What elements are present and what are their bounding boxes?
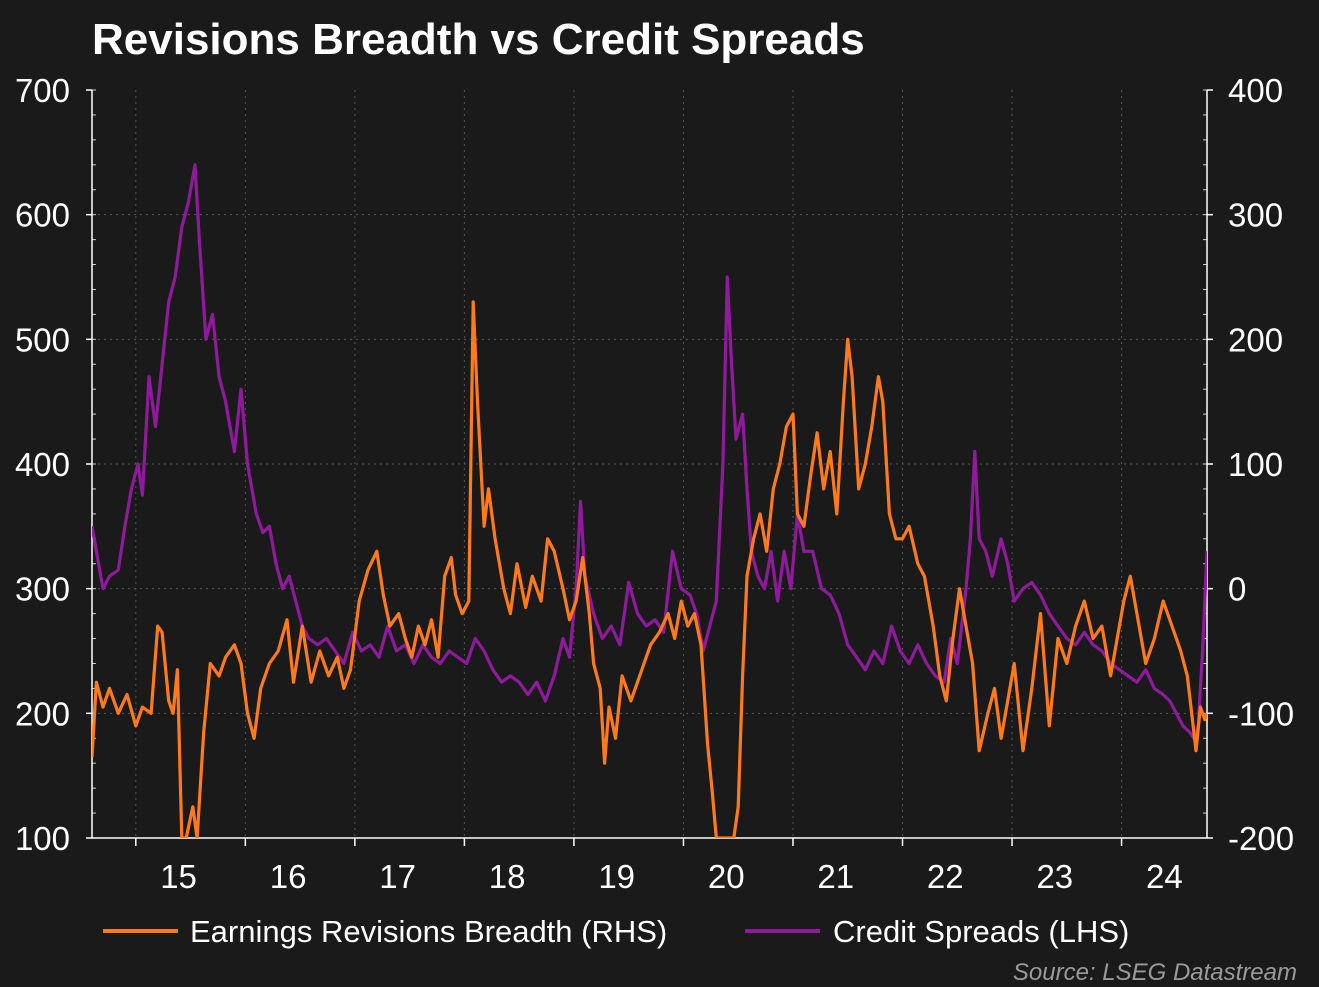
x-tick-label: 24 (1146, 858, 1183, 895)
x-tick-label: 17 (379, 858, 416, 895)
x-tick-label: 15 (160, 858, 197, 895)
y-left-tick-label: 100 (15, 820, 70, 857)
y-left-tick-label: 600 (15, 197, 70, 234)
y-right-tick-label: -100 (1228, 695, 1294, 732)
y-left-tick-label: 700 (15, 72, 70, 109)
y-left-tick-label: 500 (15, 321, 70, 358)
series-line-revisions-breadth (92, 300, 1207, 838)
source-note: Source: LSEG Datastream (1013, 959, 1297, 986)
y-left-tick-label: 400 (15, 446, 70, 483)
chart-title: Revisions Breadth vs Credit Spreads (92, 15, 865, 64)
legend: Earnings Revisions Breadth (RHS) Credit … (103, 914, 1129, 949)
y-right-tick-label: 100 (1228, 446, 1283, 483)
x-tick-label: 19 (598, 858, 635, 895)
y-left-tick-label: 200 (15, 695, 70, 732)
y-right-tick-label: 0 (1228, 571, 1246, 608)
x-tick-label: 20 (708, 858, 745, 895)
y-right-tick-label: 300 (1228, 197, 1283, 234)
y-right-tick-label: -200 (1228, 820, 1294, 857)
x-tick-label: 16 (270, 858, 307, 895)
x-tick-label: 23 (1036, 858, 1073, 895)
y-right-tick-label: 400 (1228, 72, 1283, 109)
y-right-tick-label: 200 (1228, 321, 1283, 358)
series-line-credit-spreads (92, 163, 1207, 740)
x-tick-label: 21 (817, 858, 854, 895)
series-layer (92, 163, 1207, 838)
legend-label-spreads: Credit Spreads (LHS) (833, 914, 1129, 949)
y-left-tick-label: 300 (15, 571, 70, 608)
x-tick-label: 18 (489, 858, 526, 895)
legend-label-revisions: Earnings Revisions Breadth (RHS) (190, 914, 667, 949)
gridlines (92, 90, 1207, 838)
axes: 700 400 600 300 500 200 400 100 300 0 200 -100 100 -2… (15, 72, 1294, 895)
x-tick-label: 22 (927, 858, 964, 895)
